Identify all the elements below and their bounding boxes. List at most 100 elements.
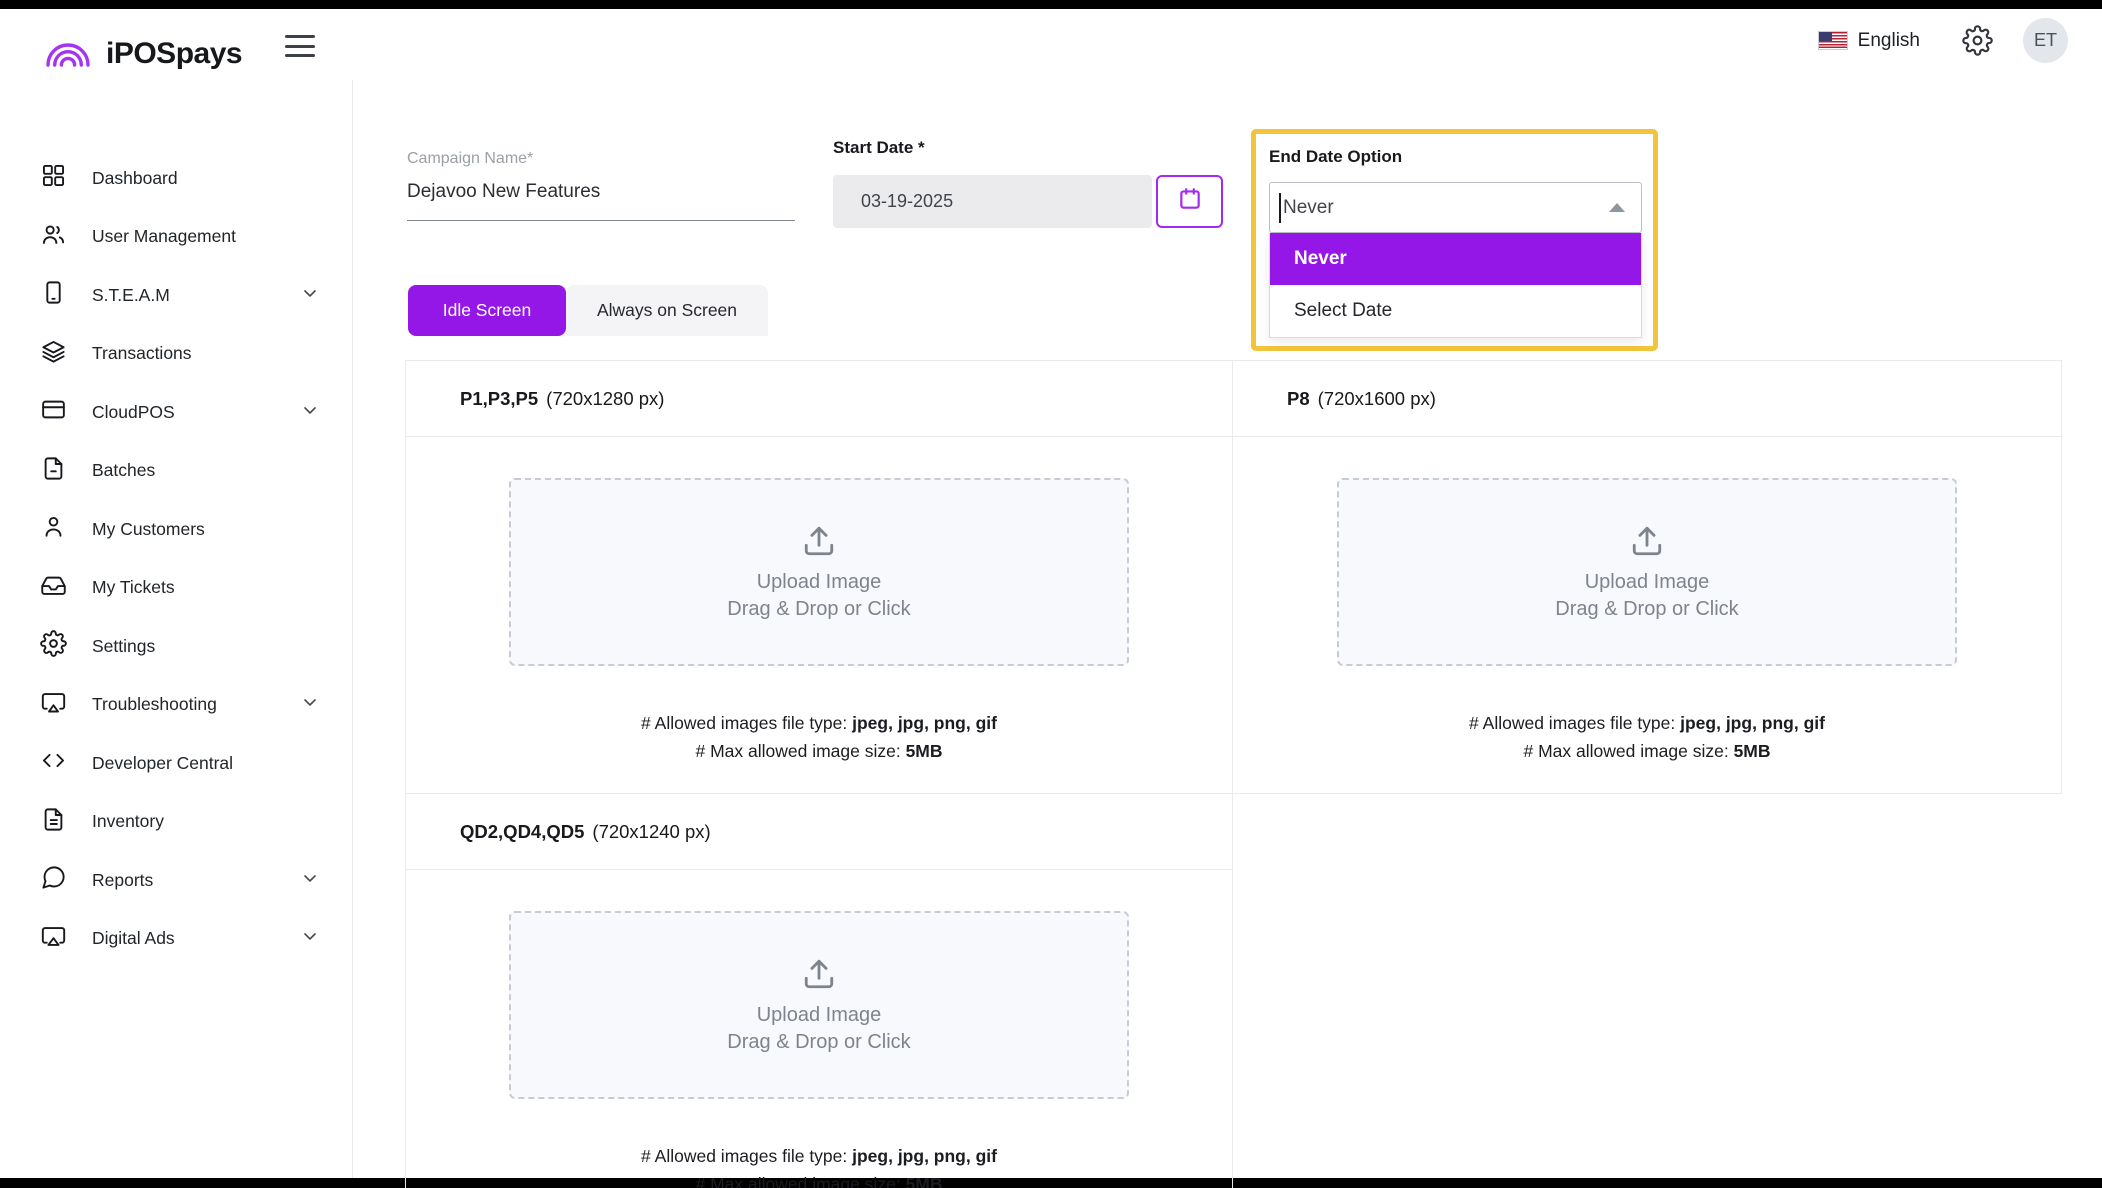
panel-size: (720x1600 px) [1317, 387, 1436, 409]
file-icon [40, 455, 67, 487]
calendar-button[interactable] [1156, 175, 1223, 228]
hamburger-menu-icon[interactable] [285, 33, 315, 59]
sidebar-item-label: My Tickets [92, 577, 175, 598]
sidebar-item-label: Transactions [92, 343, 192, 364]
brand-logo[interactable]: iPOSpays [42, 33, 243, 74]
upload-notes: # Allowed images file type: jpeg, jpg, p… [1469, 713, 1825, 761]
upload-notes: # Allowed images file type: jpeg, jpg, p… [641, 713, 997, 761]
sidebar-item-digital-ads[interactable]: Digital Ads [0, 910, 352, 969]
sidebar-item-label: My Customers [92, 518, 205, 539]
sidebar-item-dashboard[interactable]: Dashboard [0, 149, 352, 208]
sidebar-item-user-management[interactable]: User Management [0, 208, 352, 267]
brand-name: iPOSpays [106, 36, 243, 70]
upload-subtitle: Drag & Drop or Click [727, 597, 911, 620]
sidebar-item-developer-central[interactable]: Developer Central [0, 734, 352, 793]
upload-icon [1630, 524, 1664, 563]
screen-share-icon [40, 689, 67, 721]
upload-title: Upload Image [1584, 570, 1710, 593]
sidebar-item-settings[interactable]: Settings [0, 617, 352, 676]
text-cursor [1279, 192, 1281, 223]
upload-title: Upload Image [756, 1003, 882, 1026]
top-letterbox-bar [0, 0, 2102, 9]
upload-dropzone-p1[interactable]: Upload Image Drag & Drop or Click [509, 478, 1129, 666]
sidebar-nav: Dashboard User Management S.T.E.A.M Transac… [0, 149, 352, 968]
start-date-input[interactable]: 03-19-2025 [833, 175, 1152, 228]
sidebar-item-label: Settings [92, 635, 156, 656]
end-date-option-dropdown: Never Select Date [1269, 233, 1642, 338]
upload-subtitle: Drag & Drop or Click [727, 1030, 911, 1053]
panel-p8: P8 (720x1600 px) Upload Image Drag & Dro… [1233, 360, 2062, 794]
upload-notes: # Allowed images file type: jpeg, jpg, p… [641, 1146, 997, 1188]
tab-always-on-screen[interactable]: Always on Screen [566, 285, 768, 336]
upload-dropzone-qd[interactable]: Upload Image Drag & Drop or Click [509, 911, 1129, 1099]
panel-size: (720x1240 px) [592, 820, 711, 842]
caret-up-icon [1609, 203, 1625, 212]
upload-icon [802, 524, 836, 563]
us-flag-icon [1817, 31, 1848, 50]
rainbow-logo-icon [42, 33, 94, 74]
person-icon [40, 513, 67, 545]
sidebar-item-my-tickets[interactable]: My Tickets [0, 559, 352, 618]
sidebar-divider [352, 80, 353, 1178]
inbox-icon [40, 572, 67, 604]
panel-header: QD2,QD4,QD5 (720x1240 px) [406, 794, 1232, 870]
document-icon [40, 806, 67, 838]
sidebar-item-s-t-e-a-m[interactable]: S.T.E.A.M [0, 266, 352, 325]
credit-card-icon [40, 396, 67, 428]
start-date-field: Start Date * 03-19-2025 [833, 138, 1223, 228]
dropdown-option-never[interactable]: Never [1270, 233, 1641, 285]
end-date-option-combobox[interactable]: Never [1269, 182, 1642, 233]
sidebar-item-label: CloudPOS [92, 401, 175, 422]
dashboard-grid-icon [40, 162, 67, 194]
empty-grid-cell [1233, 794, 2062, 1188]
panel-name: P1,P3,P5 [460, 387, 539, 409]
panel-size: (720x1280 px) [546, 387, 665, 409]
sidebar-item-batches[interactable]: Batches [0, 442, 352, 501]
chevron-down-icon [300, 868, 320, 893]
end-date-option-value: Never [1283, 196, 1334, 218]
chevron-down-icon [300, 692, 320, 717]
sidebar-item-label: Reports [92, 869, 154, 890]
ads-screen-icon [40, 923, 67, 955]
sidebar-item-label: Batches [92, 460, 156, 481]
upload-dropzone-p8[interactable]: Upload Image Drag & Drop or Click [1337, 478, 1957, 666]
campaign-name-input[interactable]: Dejavoo New Features [407, 181, 795, 221]
panel-qd2-qd4-qd5: QD2,QD4,QD5 (720x1240 px) Upload Image D… [405, 794, 1233, 1188]
panel-name: P8 [1287, 387, 1310, 409]
settings-gear-icon[interactable] [1962, 25, 1993, 56]
screen-tabs: Idle Screen Always on Screen [408, 285, 768, 336]
sidebar-item-reports[interactable]: Reports [0, 851, 352, 910]
device-icon [40, 279, 67, 311]
panel-header: P8 (720x1600 px) [1233, 361, 2061, 437]
upload-icon [802, 957, 836, 996]
sidebar-item-label: Inventory [92, 811, 164, 832]
calendar-icon [1177, 186, 1203, 217]
chevron-down-icon [300, 283, 320, 308]
sidebar-item-label: S.T.E.A.M [92, 284, 170, 305]
tab-idle-screen[interactable]: Idle Screen [408, 285, 566, 336]
sidebar-item-inventory[interactable]: Inventory [0, 793, 352, 852]
code-icon [40, 747, 67, 779]
language-selector[interactable]: English [1857, 29, 1920, 51]
chevron-down-icon [300, 926, 320, 951]
sidebar-item-my-customers[interactable]: My Customers [0, 500, 352, 559]
layers-icon [40, 338, 67, 370]
end-date-option-highlight-box: End Date Option Never Never Select Date [1251, 129, 1658, 351]
start-date-label: Start Date * [833, 138, 925, 157]
end-date-option-label: End Date Option [1269, 147, 1403, 166]
gear-icon [40, 630, 67, 662]
upload-subtitle: Drag & Drop or Click [1555, 597, 1739, 620]
sidebar-item-troubleshooting[interactable]: Troubleshooting [0, 676, 352, 735]
sidebar: iPOSpays Dashboard User Management S.T.E.A… [0, 9, 352, 1178]
campaign-name-field: Campaign Name* Dejavoo New Features [407, 150, 795, 221]
upload-title: Upload Image [756, 570, 882, 593]
topbar: English ET [1817, 18, 2068, 63]
sidebar-item-transactions[interactable]: Transactions [0, 325, 352, 384]
dropdown-option-select-date[interactable]: Select Date [1270, 285, 1641, 337]
sidebar-item-label: User Management [92, 226, 236, 247]
panel-name: QD2,QD4,QD5 [460, 820, 585, 842]
user-avatar[interactable]: ET [2023, 18, 2068, 63]
upload-panels: P1,P3,P5 (720x1280 px) Upload Image Drag… [405, 360, 2062, 1188]
sidebar-item-cloudpos[interactable]: CloudPOS [0, 383, 352, 442]
